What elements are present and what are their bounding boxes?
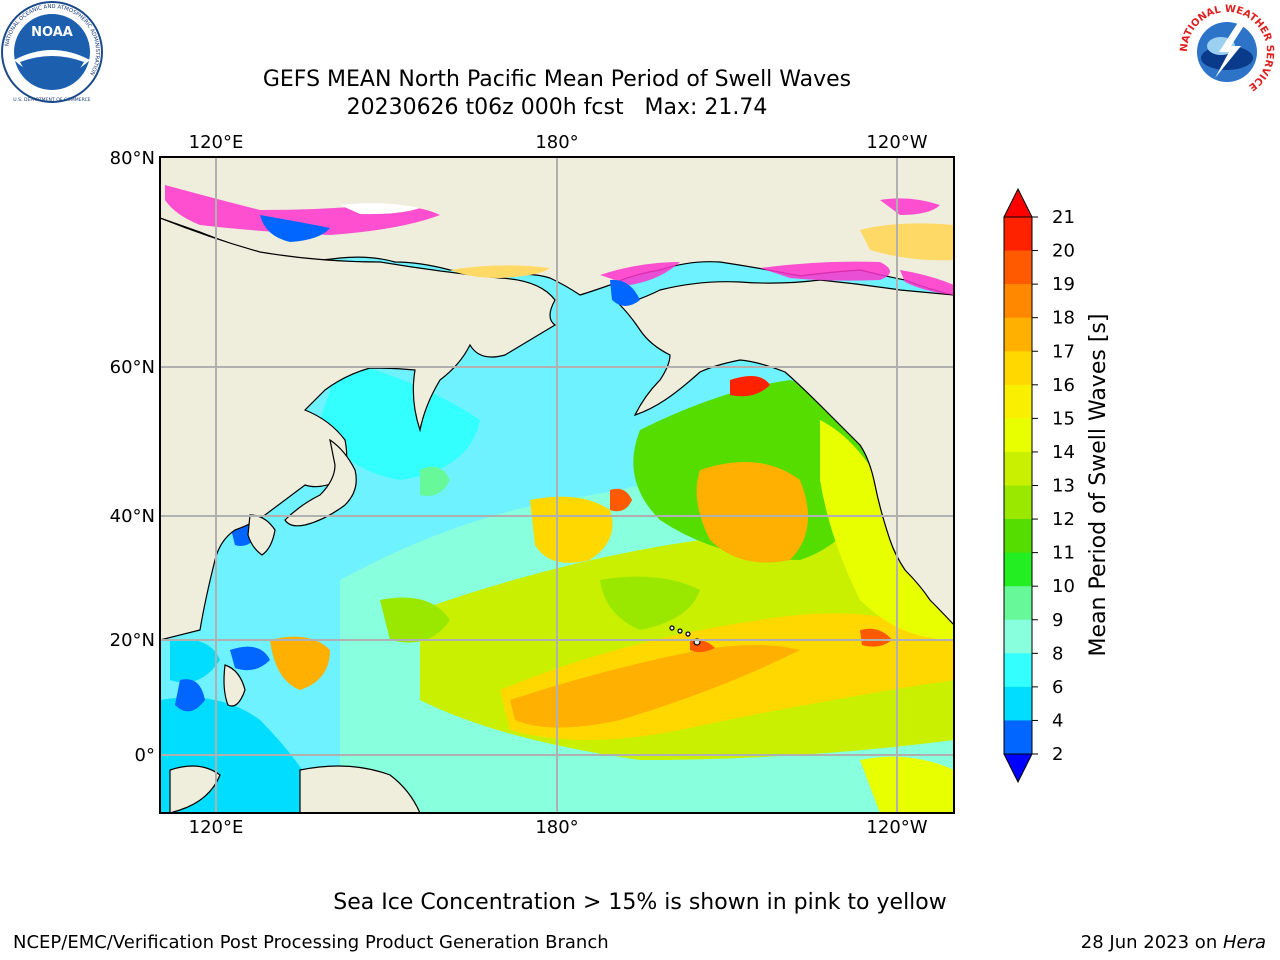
colorbar-segment [1004,284,1032,319]
map-frame [159,156,955,814]
colorbar-segment [1004,451,1032,486]
colorbar-tick-label: 2 [1052,744,1063,765]
colorbar-tick-label: 6 [1052,677,1063,698]
colorbar-segment [1004,217,1032,252]
colorbar-label: Mean Period of Swell Waves [s] [1086,314,1111,657]
colorbar-segment [1004,720,1032,755]
colorbar-segment [1004,552,1032,587]
colorbar-segment [1004,586,1032,621]
colorbar-over-arrow [1003,187,1033,218]
colorbar-tick-label: 17 [1052,341,1075,362]
lat-label: 0° [135,745,155,766]
colorbar-tick-label: 20 [1052,241,1075,262]
noaa-logo: NOAA NATIONAL OCEANIC AND ATMOSPHERIC AD… [1,1,103,103]
colorbar-tick-label: 8 [1052,643,1063,664]
colorbar-tick-label: 19 [1052,274,1075,295]
colorbar-tick-label: 4 [1052,710,1063,731]
footer-date: 28 Jun 2023 on Hera [1081,932,1266,953]
colorbar-tick-label: 10 [1052,576,1075,597]
colorbar-segment [1004,653,1032,688]
nws-logo: NATIONAL WEATHER SERVICE [1179,4,1275,100]
colorbar-tick-label: 11 [1052,543,1075,564]
colorbar-tick-label: 9 [1052,610,1063,631]
colorbar-segment [1004,519,1032,554]
colorbar-tick-label: 21 [1052,207,1075,228]
map-title: GEFS MEAN North Pacific Mean Period of S… [262,67,852,92]
colorbar-segment [1004,485,1032,520]
colorbar-tick-label: 18 [1052,308,1075,329]
colorbar-tick-label: 15 [1052,408,1075,429]
colorbar-tick-label: 13 [1052,476,1075,497]
sea-ice-note: Sea Ice Concentration > 15% is shown in … [333,890,947,915]
lon-label-bottom: 120°W [866,817,927,838]
colorbar: 21 20 19 18 17 16 15 14 13 12 11 10 9 8 6 4 2 [1003,187,1075,784]
footer-date-text: 28 Jun 2023 on [1080,932,1223,953]
colorbar-segment [1004,250,1032,285]
footer-host: Hera [1222,932,1266,953]
lon-label-top: 120°E [189,132,244,153]
sea-ice [165,185,954,306]
colorbar-under-arrow [1003,753,1033,784]
lat-label: 60°N [110,357,155,378]
lon-label-bottom: 180° [535,817,578,838]
noaa-logo-name: NOAA [31,25,73,40]
colorbar-segment [1004,686,1032,721]
lon-label-bottom: 120°E [189,817,244,838]
map-area [160,157,954,813]
colorbar-segment [1004,317,1032,352]
colorbar-segment [1004,384,1032,419]
noaa-logo-bottom-text: U.S. DEPARTMENT OF COMMERCE [13,97,90,103]
colorbar-tick-label: 12 [1052,509,1075,530]
colorbar-tick-label: 14 [1052,442,1075,463]
colorbar-segment [1004,619,1032,654]
lon-label-top: 180° [535,132,578,153]
footer-credit: NCEP/EMC/Verification Post Processing Pr… [13,932,609,953]
colorbar-segment [1004,351,1032,386]
map-subtitle: 20230626 t06z 000h fcst Max: 21.74 [346,95,768,120]
lat-label: 40°N [110,506,155,527]
lat-label: 80°N [110,148,155,169]
colorbar-segment [1004,418,1032,453]
gridlines [160,157,954,813]
colorbar-tick-label: 16 [1052,375,1075,396]
lon-label-top: 120°W [866,132,927,153]
lat-label: 20°N [110,630,155,651]
